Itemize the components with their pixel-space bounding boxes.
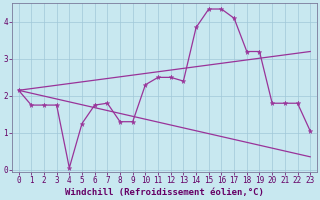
X-axis label: Windchill (Refroidissement éolien,°C): Windchill (Refroidissement éolien,°C) (65, 188, 264, 197)
